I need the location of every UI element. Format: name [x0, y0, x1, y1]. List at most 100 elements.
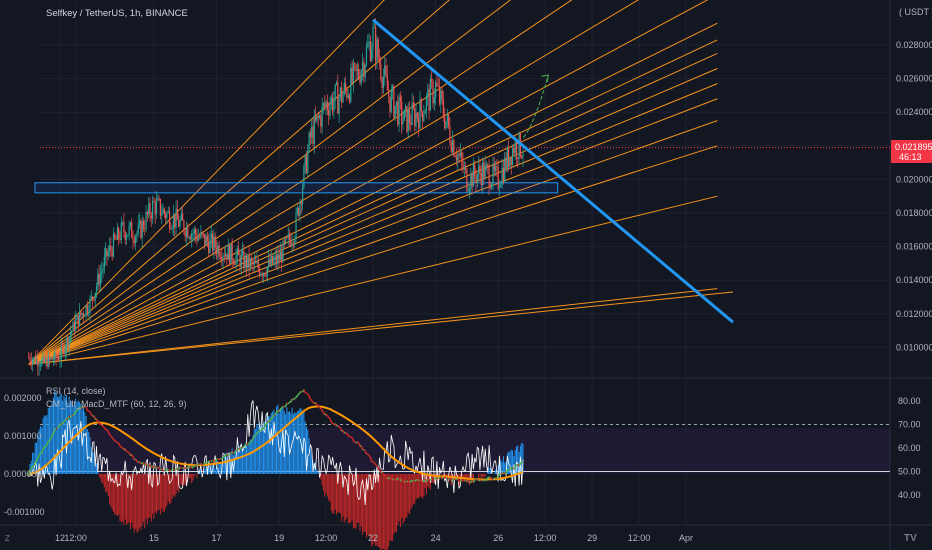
- candle-body: [179, 220, 181, 227]
- candle-body: [155, 200, 158, 215]
- candle-body: [522, 153, 524, 158]
- candle-body: [301, 187, 304, 205]
- candle-body: [376, 39, 378, 62]
- macd-line-segment: [417, 479, 419, 482]
- macd-line-segment: [46, 441, 50, 446]
- candle-body: [133, 240, 135, 243]
- candle-body: [210, 233, 212, 239]
- macd-line-segment: [197, 463, 201, 466]
- candle-body: [30, 361, 32, 364]
- rsi-tick-label: 50.00: [898, 467, 921, 477]
- candle-body: [201, 231, 203, 234]
- macd-line-segment: [376, 465, 379, 469]
- candle-body: [227, 245, 229, 260]
- macd-line-segment: [172, 468, 176, 471]
- macd-line-segment: [251, 438, 254, 442]
- macd-line-segment: [120, 446, 123, 449]
- currency-label: ( USDT ): [899, 7, 932, 17]
- fan-line: [28, 145, 718, 365]
- candle-body: [467, 190, 469, 192]
- macd-line-segment: [33, 461, 36, 466]
- candle-body: [37, 359, 39, 366]
- macd-line-segment: [164, 469, 166, 472]
- candle-body: [257, 261, 259, 269]
- macd-line-segment: [47, 439, 51, 443]
- macd-line-segment: [171, 468, 174, 471]
- candle-body: [428, 89, 430, 111]
- candle-body: [320, 115, 322, 127]
- candle-body: [437, 85, 439, 87]
- candle-body: [335, 82, 338, 85]
- candle-body: [222, 255, 224, 260]
- candle-body: [511, 148, 514, 165]
- candle-body: [231, 243, 233, 261]
- candle-body: [42, 356, 44, 360]
- candle-body: [338, 97, 340, 114]
- fan-line: [28, 195, 718, 365]
- macd-line-segment: [106, 429, 109, 433]
- macd-line-segment: [389, 476, 392, 480]
- macd-line-segment: [88, 410, 91, 413]
- fan-line: [28, 0, 512, 365]
- candle-body: [72, 321, 74, 332]
- candle-body: [185, 226, 188, 237]
- candle-body: [299, 201, 301, 216]
- candle-body: [221, 257, 223, 260]
- macd-line-segment: [360, 445, 364, 450]
- candle-body: [324, 103, 326, 107]
- candle-body: [33, 357, 35, 360]
- candle-body: [330, 96, 332, 105]
- macd-line-segment: [182, 466, 185, 470]
- candle-body: [491, 183, 493, 188]
- macd-line-segment: [316, 404, 319, 407]
- macd-line-segment: [299, 390, 302, 394]
- candle-body: [407, 109, 409, 132]
- candle-body: [195, 229, 197, 236]
- macd-line-segment: [174, 468, 177, 471]
- macd-line-segment: [372, 461, 375, 464]
- macd-line-segment: [463, 479, 466, 482]
- candle-body: [189, 237, 192, 240]
- macd-line-segment: [254, 432, 258, 436]
- macd-line-segment: [326, 415, 330, 418]
- candle-body: [118, 228, 120, 239]
- candle-body: [281, 251, 283, 263]
- candle-body: [56, 357, 58, 359]
- macd-line-segment: [265, 421, 269, 425]
- macd-line-segment: [304, 391, 307, 395]
- candle-body: [196, 235, 198, 241]
- timezone-icon[interactable]: Z: [5, 534, 10, 543]
- macd-line-segment: [124, 448, 128, 452]
- macd-line-segment: [300, 390, 303, 393]
- macd-line-segment: [189, 465, 193, 469]
- candle-body: [361, 61, 364, 71]
- candle-body: [444, 116, 446, 129]
- candle-body: [140, 220, 142, 238]
- candle-body: [403, 109, 405, 121]
- fan-line: [28, 22, 718, 365]
- macd-line-segment: [148, 464, 151, 467]
- chart-title: Selfkey / TetherUS, 1h, BINANCE: [46, 8, 188, 19]
- candle-body: [225, 253, 227, 257]
- macd-line-segment: [132, 456, 136, 460]
- currency-selector[interactable]: ( USDT ): [899, 7, 932, 17]
- candle-body: [354, 63, 356, 65]
- candle-body: [107, 251, 109, 257]
- candle-body: [472, 164, 475, 187]
- macd-line-segment: [200, 462, 203, 466]
- candle-body: [85, 305, 87, 316]
- macd-line-segment: [337, 425, 340, 428]
- candle-body: [255, 261, 257, 264]
- candle-body: [331, 96, 334, 112]
- candle-body: [419, 99, 421, 129]
- candle-body: [228, 245, 231, 264]
- macd-line-segment: [242, 446, 245, 449]
- trendline: [372, 18, 734, 324]
- candle-body: [415, 112, 417, 127]
- macd-line-segment: [349, 435, 352, 439]
- candle-body: [464, 166, 467, 169]
- candle-body: [271, 256, 274, 264]
- candle-body: [382, 76, 385, 89]
- macd-line-segment: [497, 473, 501, 477]
